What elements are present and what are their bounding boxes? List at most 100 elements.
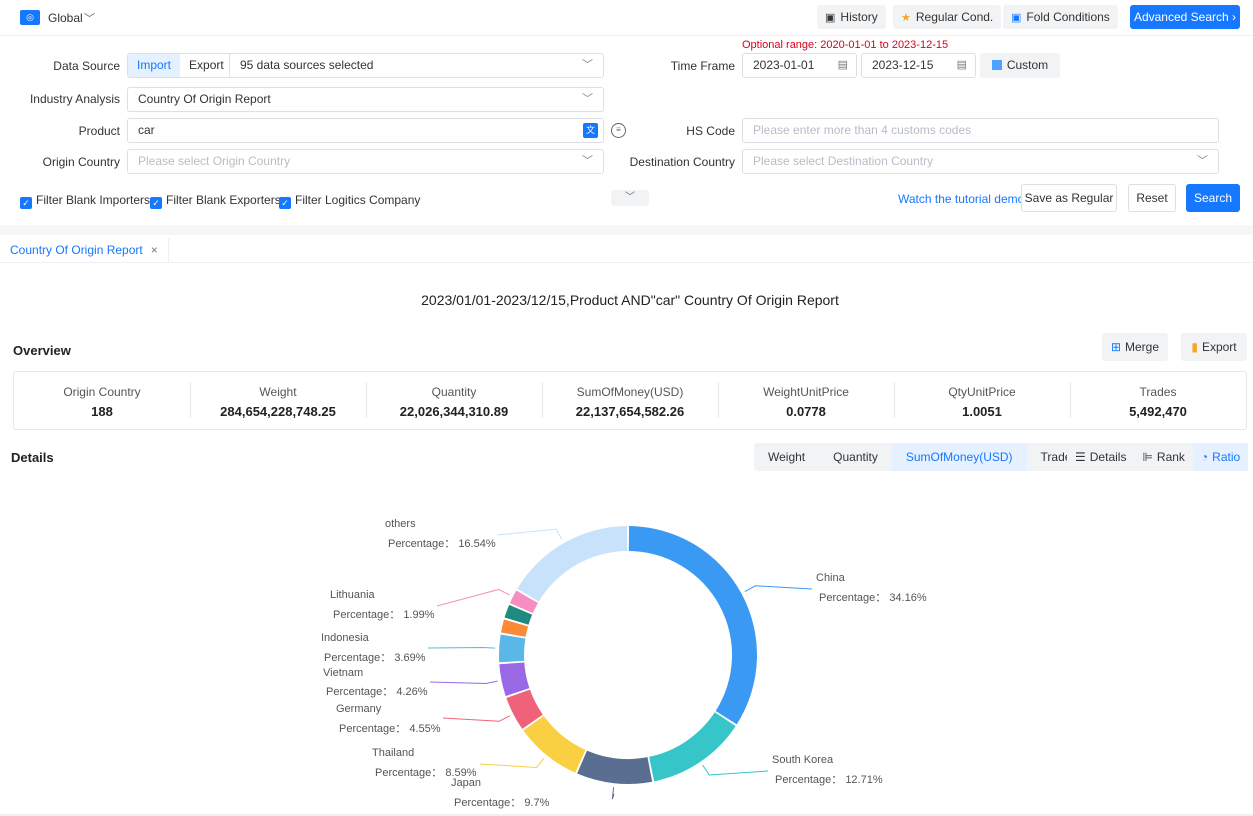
export-button[interactable]: ▮ Export (1181, 333, 1247, 361)
donut-slice-indonesia[interactable] (499, 634, 526, 663)
globe-icon: ◎ (20, 10, 40, 25)
industry-analysis-value: Country Of Origin Report (138, 92, 271, 106)
product-input[interactable]: car (127, 118, 604, 143)
chevron-right-icon: › (1232, 10, 1237, 24)
stat-value: 22,026,344,310.89 (399, 404, 509, 419)
merge-icon: ⊞ (1110, 340, 1122, 354)
stat-label: WeightUnitPrice (763, 385, 849, 399)
overview-stats: Origin Country 188 Weight 284,654,228,748.… (13, 371, 1247, 430)
rank-icon: ⊫ (1142, 450, 1153, 464)
stat-label: Weight (259, 385, 297, 399)
stat-label: Origin Country (63, 385, 141, 399)
report-title: 2023/01/01-2023/12/15,Product AND"car" C… (421, 292, 839, 308)
regular-conditions-label: Regular Cond. (915, 10, 994, 24)
stat-value: 188 (91, 404, 113, 419)
merge-label: Merge (1125, 340, 1160, 354)
view-details-label: Details (1089, 450, 1127, 464)
slice-percentage-label: Percentage： 3.69% (324, 652, 426, 664)
regular-conditions-button[interactable]: ★ Regular Cond. (893, 5, 1002, 29)
hs-code-input[interactable]: Please enter more than 4 customs codes (742, 118, 1219, 143)
slice-name-label: Lithuania (330, 589, 376, 601)
destination-country-placeholder: Please select Destination Country (753, 154, 934, 168)
fold-conditions-button[interactable]: ▣ Fold Conditions (1003, 5, 1118, 29)
overview-heading: Overview (13, 343, 71, 358)
view-details[interactable]: ☰ Details (1067, 443, 1134, 471)
expand-filters-chevron-icon[interactable]: ﹀ (611, 190, 649, 206)
save-as-regular-button[interactable]: Save as Regular (1021, 184, 1117, 212)
donut-slice-thailand[interactable] (523, 715, 586, 773)
donut-slice-china[interactable] (628, 526, 758, 725)
time-frame-label: Time Frame (670, 59, 735, 73)
origin-country-select[interactable]: Please select Origin Country ﹀ (127, 149, 604, 174)
leader-line (429, 680, 498, 685)
custom-icon (991, 60, 1002, 70)
tab-country-of-origin-report[interactable]: Country Of Origin Report × (0, 238, 169, 263)
reset-button[interactable]: Reset (1128, 184, 1176, 212)
destination-country-label: Destination Country (629, 155, 735, 169)
custom-label: Custom (1006, 58, 1049, 72)
date-to-input[interactable]: 2023-12-15 ▤ (861, 53, 976, 78)
filter-blank-exporters-checkbox[interactable]: ✓ Filter Blank Exporters (150, 193, 281, 209)
slice-name-label: Germany (336, 703, 382, 715)
date-to-value: 2023-12-15 (872, 58, 934, 72)
date-from-input[interactable]: 2023-01-01 ▤ (742, 53, 857, 78)
origin-ratio-donut-chart: China Percentage： 34.16% South Korea Percen… (321, 518, 927, 809)
destination-country-select[interactable]: Please select Destination Country ﹀ (742, 149, 1219, 174)
slice-percentage-label: Percentage： 8.59% (375, 767, 477, 779)
stat-value: 5,492,470 (1129, 404, 1187, 419)
filter-blank-importers-checkbox[interactable]: ✓ Filter Blank Importers (20, 193, 150, 209)
stat-value: 1.0051 (962, 404, 1002, 419)
donut-slice-japan[interactable] (577, 750, 653, 784)
industry-analysis-select[interactable]: Country Of Origin Report ﹀ (127, 87, 604, 112)
export-file-icon: ▮ (1191, 340, 1198, 354)
origin-country-placeholder: Please select Origin Country (138, 154, 291, 168)
stat-trades: Trades 5,492,470 (1070, 372, 1246, 429)
slice-percentage-label: Percentage： 34.16% (819, 592, 927, 604)
slice-percentage-label: Percentage： 9.7% (454, 797, 550, 809)
details-heading: Details (11, 450, 54, 465)
close-icon[interactable]: × (150, 243, 158, 257)
product-label: Product (78, 124, 120, 138)
advanced-search-button[interactable]: Advanced Search › (1130, 5, 1240, 29)
tutorial-link[interactable]: Watch the tutorial demo (898, 192, 1025, 206)
leader-line (496, 528, 563, 540)
donut-slice-lithuania[interactable] (509, 590, 538, 614)
ai-assist-icon[interactable]: ≡ (611, 123, 626, 138)
slice-name-label: Indonesia (321, 632, 370, 644)
chevron-down-icon: ﹀ (1197, 155, 1208, 167)
history-icon: ▣ (825, 12, 836, 24)
section-divider (0, 225, 1253, 235)
data-source-label: Data Source (53, 59, 120, 73)
donut-slice-others[interactable] (517, 526, 628, 602)
tab-sum-of-money[interactable]: SumOfMoney(USD) (891, 443, 1027, 471)
import-tab[interactable]: Import (128, 54, 181, 77)
chevron-down-icon: ﹀ (582, 93, 593, 105)
translate-icon[interactable]: 文 (583, 123, 598, 138)
stat-qty-unit-price: QtyUnitPrice 1.0051 (894, 372, 1070, 429)
filter-logistics-checkbox[interactable]: ✓ Filter Logitics Company (279, 193, 420, 209)
slice-percentage-label: Percentage： 16.54% (388, 538, 496, 550)
export-tab[interactable]: Export (189, 58, 224, 72)
search-button[interactable]: Search (1186, 184, 1240, 212)
history-button[interactable]: ▣ History (817, 5, 886, 29)
donut-slice-south-korea[interactable] (649, 712, 736, 782)
scope-selector[interactable]: Global (48, 11, 83, 25)
fold-conditions-label: Fold Conditions (1026, 10, 1110, 24)
chevron-down-icon[interactable]: ﹀ (84, 13, 95, 25)
data-sources-select[interactable]: 95 data sources selected ﹀ (229, 53, 604, 78)
donut-slice-germany[interactable] (506, 689, 543, 729)
data-sources-value: 95 data sources selected (240, 58, 374, 72)
donut-slice[interactable] (504, 604, 533, 625)
view-ratio[interactable]: ◔ Ratio (1192, 443, 1249, 471)
donut-slice-vietnam[interactable] (499, 662, 530, 697)
tab-quantity[interactable]: Quantity (833, 450, 878, 464)
view-rank[interactable]: ⊫ Rank (1134, 443, 1192, 471)
merge-button[interactable]: ⊞ Merge (1102, 333, 1168, 361)
slice-name-label: Vietnam (323, 667, 363, 679)
tab-underline (0, 262, 1253, 263)
stat-weight: Weight 284,654,228,748.25 (190, 372, 366, 429)
leader-line (442, 715, 510, 722)
tab-weight[interactable]: Weight (768, 450, 806, 464)
donut-slice[interactable] (500, 619, 529, 637)
custom-range-button[interactable]: Custom (980, 53, 1060, 78)
